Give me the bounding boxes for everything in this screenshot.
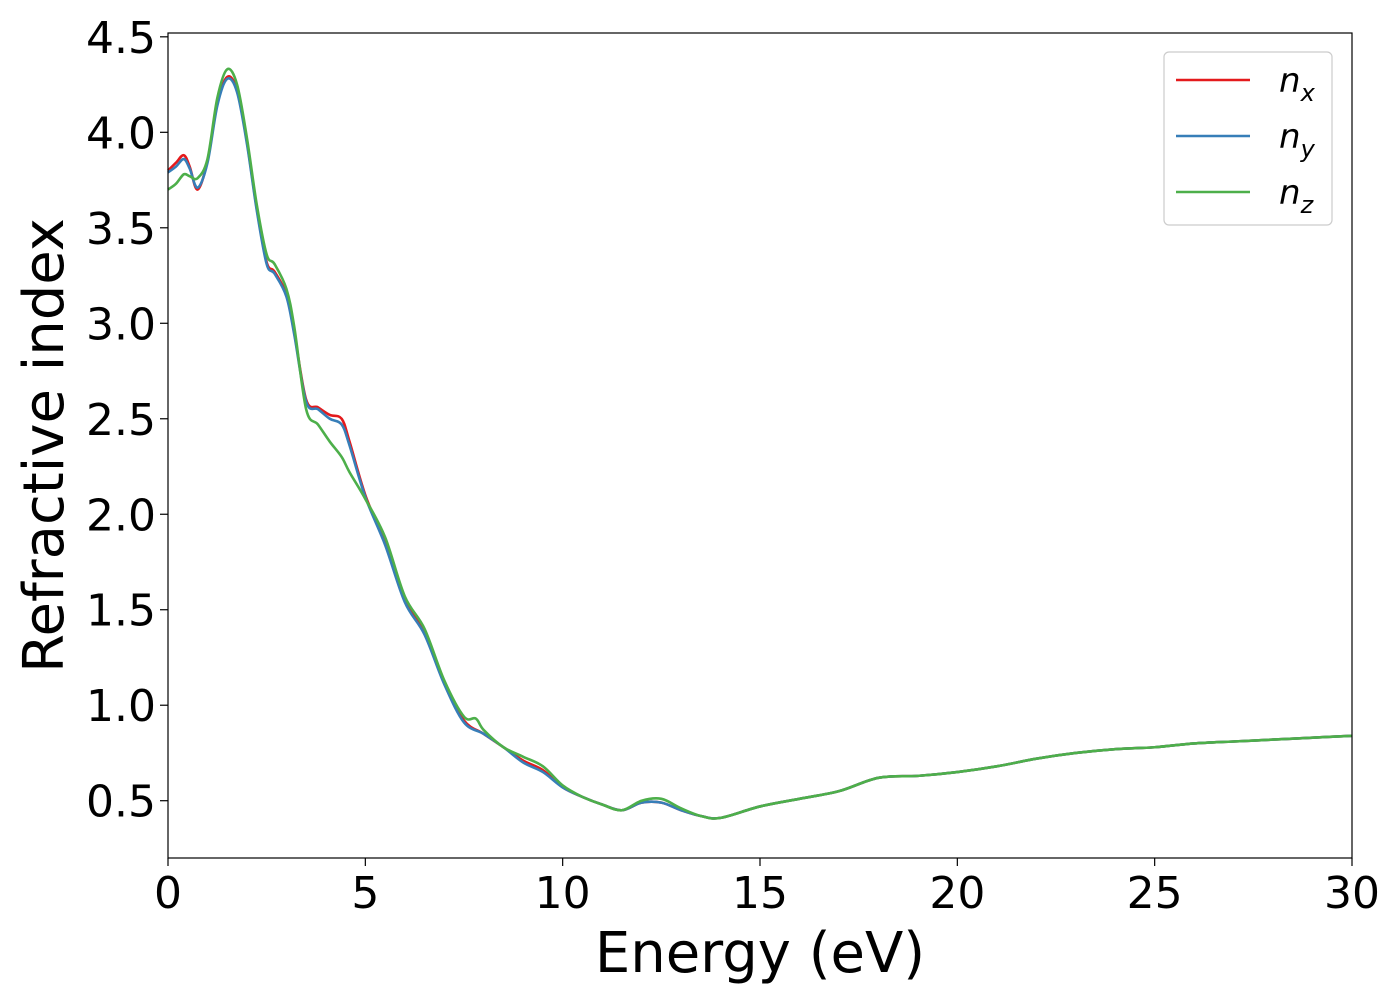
- x-tick-label: 10: [535, 868, 591, 919]
- y-tick-label: 1.5: [86, 586, 156, 637]
- x-tick-label: 25: [1127, 868, 1183, 919]
- y-tick-label: 2.0: [86, 490, 156, 541]
- x-tick-label: 30: [1324, 868, 1380, 919]
- legend-label-nz: nz: [1279, 173, 1315, 219]
- x-tick-label: 5: [351, 868, 379, 919]
- x-axis-ticks: 0 5 10 15 20 25 30: [154, 858, 1380, 919]
- series-line-nz: [167, 67, 1353, 820]
- y-tick-label: 2.5: [86, 395, 156, 446]
- y-tick-label: 4.5: [86, 13, 156, 64]
- x-tick-label: 15: [732, 868, 788, 919]
- legend: nx ny nz: [1163, 51, 1333, 226]
- plot-lines: [167, 67, 1353, 820]
- y-axis-ticks: 0.5 1.0 1.5 2.0 2.5 3.0 3.5 4.0 4.5: [86, 13, 168, 828]
- y-tick-label: 3.0: [86, 299, 156, 350]
- x-tick-label: 0: [154, 868, 182, 919]
- y-tick-label: 1.0: [86, 681, 156, 732]
- y-axis-label: Refractive index: [12, 218, 77, 673]
- legend-box: [1163, 51, 1333, 226]
- legend-label-nx: nx: [1279, 61, 1316, 107]
- y-tick-label: 4.0: [86, 108, 156, 159]
- y-tick-label: 3.5: [86, 204, 156, 255]
- x-axis-label: Energy (eV): [595, 921, 925, 986]
- y-tick-label: 0.5: [86, 777, 156, 828]
- x-tick-label: 20: [929, 868, 985, 919]
- legend-label-ny: ny: [1279, 117, 1316, 163]
